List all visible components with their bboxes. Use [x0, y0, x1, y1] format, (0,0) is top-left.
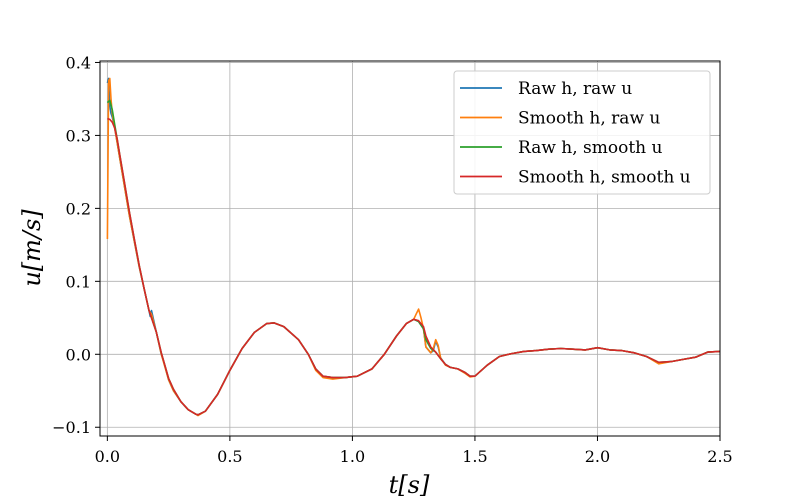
y-tick-label: 0.2 [66, 199, 91, 218]
y-axis-label: u[m/s] [18, 209, 46, 287]
y-tick-label: 0.0 [66, 345, 91, 364]
legend-label: Smooth h, smooth u [518, 168, 691, 188]
x-tick-label: 0.5 [217, 447, 242, 466]
y-tick-label: 0.4 [66, 53, 91, 72]
series-line-smooth-h-smooth-u [107, 117, 721, 416]
legend-box [453, 70, 711, 195]
x-axis-label: t[s] [389, 471, 430, 499]
x-tick-label: 2.5 [707, 447, 732, 466]
legend-label: Smooth h, raw u [518, 109, 660, 129]
x-tick-label: 1.0 [340, 447, 365, 466]
series-lines [106, 77, 721, 417]
x-tick-label: 1.5 [462, 447, 487, 466]
x-tick-label: 0.0 [95, 447, 120, 466]
ticks: 0.0 0.5 1.0 1.5 2.0 2.5−0.10.00.10.20.30.4 [52, 53, 733, 466]
y-tick-label: 0.3 [66, 126, 91, 145]
legend-label: Raw h, smooth u [518, 138, 663, 158]
legend-label: Raw h, raw u [518, 79, 632, 99]
axes-frame [99, 60, 721, 437]
legend: Raw h, raw u Smooth h, raw u Raw h, smooth… [453, 70, 711, 195]
y-tick-label: −0.1 [52, 418, 91, 437]
y-tick-label: 0.1 [66, 272, 91, 291]
x-tick-label: 2.0 [585, 447, 610, 466]
